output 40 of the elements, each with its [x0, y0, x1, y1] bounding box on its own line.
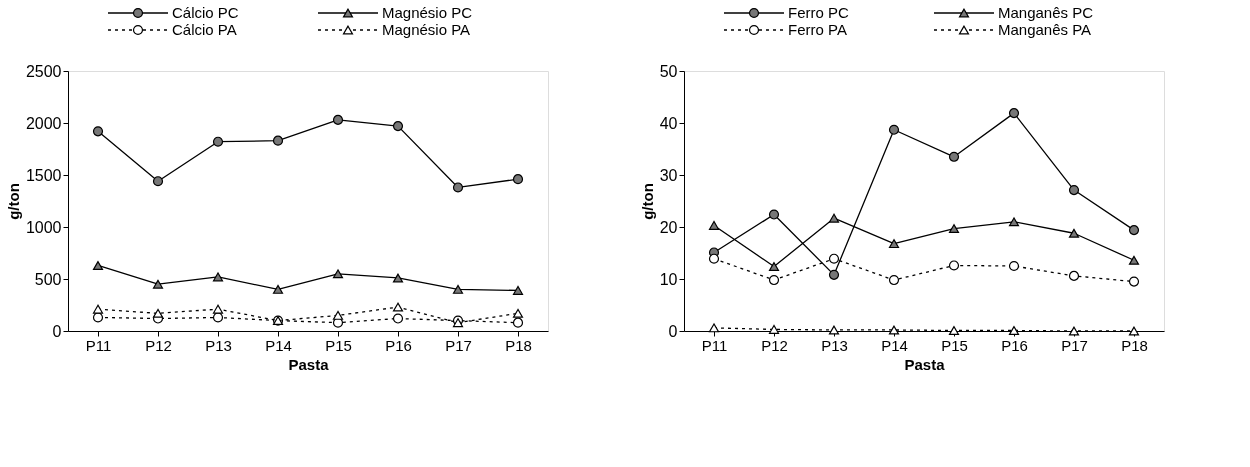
x-tick-label: P18: [505, 336, 532, 354]
legend-label: Manganês PA: [998, 21, 1092, 38]
x-axis-title: Pasta: [288, 355, 330, 373]
x-tick-label: P13: [205, 336, 232, 354]
x-tick-label: P14: [265, 336, 292, 354]
legend-label: Magnésio PC: [382, 4, 473, 21]
y-tick-label: 2000: [25, 114, 62, 132]
y-tick-label: 500: [34, 270, 62, 288]
x-tick-label: P13: [821, 336, 848, 354]
x-tick-label: P14: [881, 336, 908, 354]
x-tick-label: P17: [445, 336, 472, 354]
x-tick-label: P15: [325, 336, 352, 354]
x-axis-title: Pasta: [904, 355, 946, 373]
y-tick-label: 20: [659, 218, 678, 236]
y-tick-label: 1500: [25, 166, 62, 184]
x-tick-label: P12: [145, 336, 172, 354]
y-axis-title: g/ton: [4, 183, 22, 220]
y-axis-title: g/ton: [638, 183, 656, 220]
legend-label: Cálcio PA: [172, 21, 237, 38]
x-tick-label: P11: [85, 336, 112, 354]
y-tick-label: 1000: [25, 218, 62, 236]
y-tick-label: 30: [659, 166, 678, 184]
x-tick-label: P15: [941, 336, 968, 354]
y-tick-label: 0: [52, 322, 62, 340]
legend-label: Magnésio PA: [382, 21, 471, 38]
y-tick-label: 10: [659, 270, 678, 288]
x-tick-label: P18: [1121, 336, 1148, 354]
x-tick-label: P17: [1061, 336, 1088, 354]
legend-label: Ferro PC: [788, 4, 850, 21]
y-tick-label: 50: [659, 62, 678, 80]
legend-label: Ferro PA: [788, 21, 847, 38]
x-tick-label: P16: [385, 336, 412, 354]
x-tick-label: P12: [761, 336, 788, 354]
y-tick-label: 40: [659, 114, 678, 132]
y-tick-label: 0: [668, 322, 678, 340]
legend-label: Cálcio PC: [172, 4, 239, 21]
y-tick-label: 2500: [25, 62, 62, 80]
x-tick-label: P16: [1001, 336, 1028, 354]
x-tick-label: P11: [701, 336, 728, 354]
legend-label: Manganês PC: [998, 4, 1094, 21]
